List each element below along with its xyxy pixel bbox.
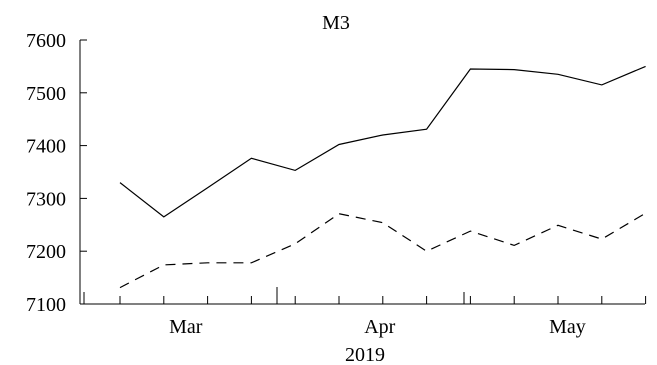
chart-title: M3	[322, 12, 350, 34]
y-tick-label: 7100	[26, 294, 66, 316]
y-tick-label: 7400	[26, 136, 66, 158]
y-tick-label: 7200	[26, 241, 66, 263]
y-tick-label: 7600	[26, 30, 66, 52]
x-axis-label: 2019	[345, 344, 385, 365]
x-tick-label: Apr	[364, 316, 395, 338]
x-tick-label: Mar	[169, 316, 203, 338]
series-group	[119, 65, 646, 289]
y-tick-label: 7300	[26, 188, 66, 210]
series-line-dashed	[119, 212, 646, 289]
y-axis-ticks: 7100 7200 7300 7400 7500 7600	[26, 30, 87, 316]
x-tick-label: May	[549, 316, 586, 338]
y-tick-label: 7500	[26, 83, 66, 105]
x-axis-ticks: Mar Apr May	[83, 287, 647, 338]
series-line-solid	[119, 65, 646, 218]
